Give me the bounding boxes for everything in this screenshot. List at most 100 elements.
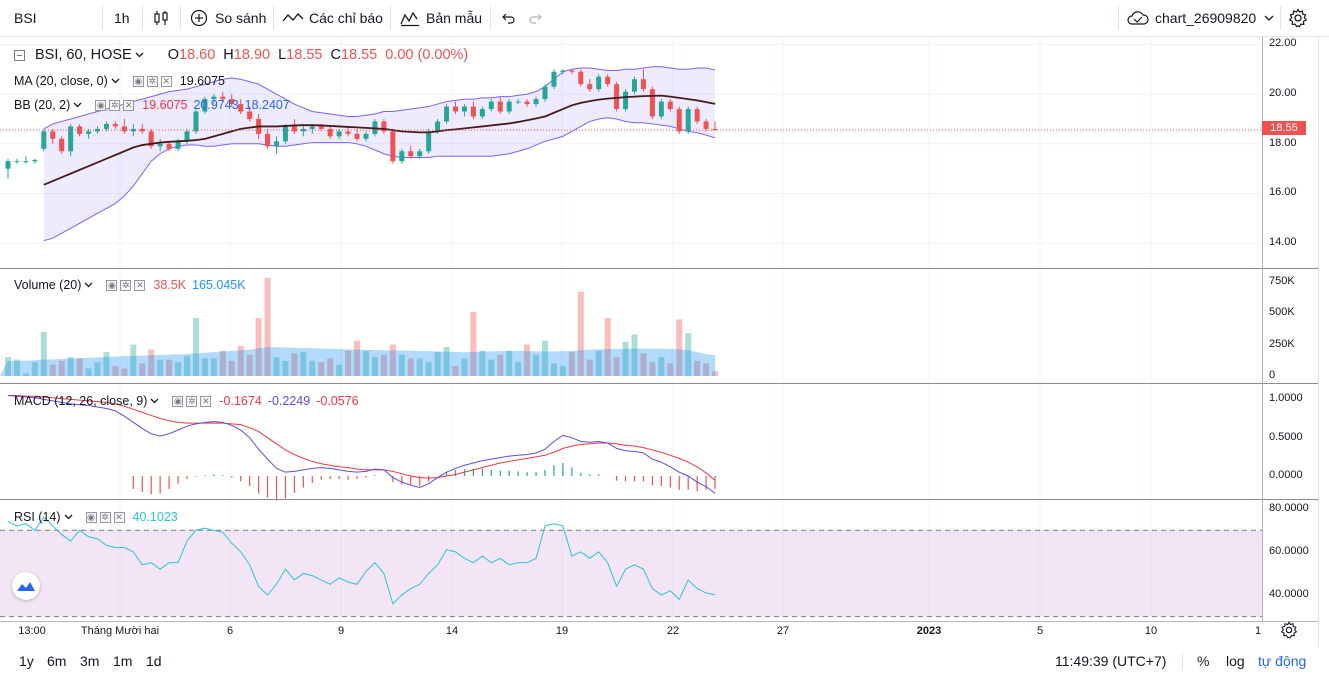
axis-settings-button[interactable] [1280, 621, 1298, 644]
range-1d-button[interactable]: 1d [146, 653, 162, 669]
remove-icon[interactable]: ✕ [160, 75, 172, 87]
indicators-button[interactable]: Các chỉ báo [282, 0, 383, 36]
macd-histogram-bar [338, 476, 340, 480]
volume-bar [488, 359, 495, 376]
last-price-tag: 18.55 [1262, 121, 1306, 135]
percent-scale-button[interactable]: % [1197, 653, 1210, 669]
settings-icon[interactable]: ✲ [99, 511, 111, 523]
candle-body [614, 84, 620, 110]
bb-name[interactable]: BB (20, 2) [14, 98, 71, 112]
settings-icon[interactable]: ✲ [120, 279, 132, 291]
volume-bar [363, 350, 369, 376]
interval-button[interactable]: 1h [114, 0, 130, 36]
macd-histogram-bar [222, 475, 224, 476]
chevron-down-icon[interactable] [135, 51, 144, 59]
macd-histogram-bar [195, 476, 197, 477]
volume-bar [631, 334, 638, 376]
volume-ma-area [0, 347, 716, 376]
main-legend: BSI, 60, HOSE O 18.60 H 18.90 L 18.55 C 18.5… [14, 47, 468, 63]
volume-legend: Volume (20) ◉ ✲ ✕ 38.5K 165.045K [14, 278, 246, 292]
macd-histogram-bar [589, 474, 591, 476]
volume-bar [184, 355, 190, 376]
remove-icon[interactable]: ✕ [123, 99, 135, 111]
visibility-icon[interactable]: ◉ [95, 99, 107, 111]
templates-button[interactable]: Bản mẫu [400, 0, 482, 36]
chevron-down-icon[interactable] [150, 394, 159, 408]
interval-label: 1h [114, 10, 130, 26]
volume-bar [479, 350, 486, 376]
candle-body [703, 121, 709, 129]
candle-body [354, 133, 360, 139]
chevron-down-icon[interactable] [84, 278, 93, 292]
chart-canvas[interactable] [0, 37, 1329, 647]
settings-button[interactable] [1288, 0, 1308, 36]
settings-icon[interactable]: ✲ [146, 75, 158, 87]
candle-body [112, 123, 118, 127]
time-axis[interactable]: 13:00 Tháng Mười hai 6 9 14 19 22 27 2023 5 10 1 [0, 621, 1262, 641]
range-3m-button[interactable]: 3m [80, 653, 100, 669]
volume-bar [613, 357, 620, 376]
range-6m-button[interactable]: 6m [47, 653, 67, 669]
remove-icon[interactable]: ✕ [113, 511, 125, 523]
volume-ma-value: 165.045K [192, 278, 246, 292]
low-label: L [278, 47, 287, 63]
rsi-line [7, 516, 716, 605]
macd-histogram-bar [472, 469, 474, 476]
visibility-icon[interactable]: ◉ [106, 279, 118, 291]
auto-scale-button[interactable]: tự động [1258, 653, 1307, 669]
chart-style-button[interactable] [152, 0, 170, 36]
candle-body [444, 106, 450, 122]
rsi-legend: RSI (14) ◉ ✲ ✕ 40.1023 [14, 510, 178, 524]
close-value: 18.55 [340, 47, 378, 63]
timezone-clock[interactable]: 11:49:39 (UTC+7) [1055, 653, 1167, 669]
chevron-down-icon[interactable] [73, 98, 82, 112]
visibility-icon[interactable]: ◉ [172, 395, 184, 407]
chart-area[interactable]: BSI, 60, HOSE O 18.60 H 18.90 L 18.55 C 18.5… [0, 37, 1329, 647]
toolbar-divider [1182, 654, 1183, 670]
chart-name: chart_26909820 [1155, 10, 1257, 26]
remove-icon[interactable]: ✕ [200, 395, 212, 407]
candle-body [130, 128, 136, 132]
redo-button[interactable] [528, 0, 544, 36]
log-scale-button[interactable]: log [1226, 653, 1245, 669]
undo-button[interactable] [500, 0, 516, 36]
chevron-down-icon[interactable] [64, 510, 73, 524]
gear-icon [1280, 621, 1298, 639]
candle-body [399, 151, 405, 162]
visibility-icon[interactable]: ◉ [85, 511, 97, 523]
candle-body [121, 126, 127, 132]
volume-name[interactable]: Volume (20) [14, 278, 82, 292]
settings-icon[interactable]: ✲ [186, 395, 198, 407]
toolbar-divider [1280, 6, 1281, 30]
macd-name[interactable]: MACD (12, 26, close, 9) [14, 394, 148, 408]
volume-bar [658, 357, 665, 376]
visibility-icon[interactable]: ◉ [132, 75, 144, 87]
candle-body [157, 143, 163, 147]
range-1y-button[interactable]: 1y [19, 653, 34, 669]
volume-bar [67, 357, 74, 376]
collapse-legend-icon[interactable] [14, 49, 25, 61]
remove-icon[interactable]: ✕ [134, 279, 146, 291]
symbol-search[interactable]: BSI [14, 0, 37, 36]
candle-body [166, 143, 172, 149]
volume-value: 38.5K [153, 278, 187, 292]
rsi-name[interactable]: RSI (14) [14, 510, 61, 524]
ma-name[interactable]: MA (20, close, 0) [14, 74, 108, 88]
rsi-axis-label: 60.0000 [1269, 544, 1309, 557]
candle-body [247, 111, 253, 119]
volume-bar [443, 347, 450, 376]
symbol-title[interactable]: BSI, 60, HOSE [35, 47, 132, 63]
volume-bar [398, 354, 405, 376]
rsi-band-fill [0, 530, 1262, 617]
compare-button[interactable]: So sánh [190, 0, 266, 36]
settings-icon[interactable]: ✲ [109, 99, 121, 111]
macd-histogram-bar [553, 465, 555, 476]
chevron-down-icon[interactable] [111, 74, 120, 88]
volume-bar [354, 340, 361, 376]
volume-bar [49, 364, 56, 376]
chart-layout-menu[interactable]: chart_26909820 [1126, 0, 1274, 36]
range-1m-button[interactable]: 1m [113, 653, 133, 669]
tradingview-logo[interactable] [12, 572, 40, 600]
candle-body [175, 141, 181, 149]
macd-histogram-bar [275, 476, 278, 501]
